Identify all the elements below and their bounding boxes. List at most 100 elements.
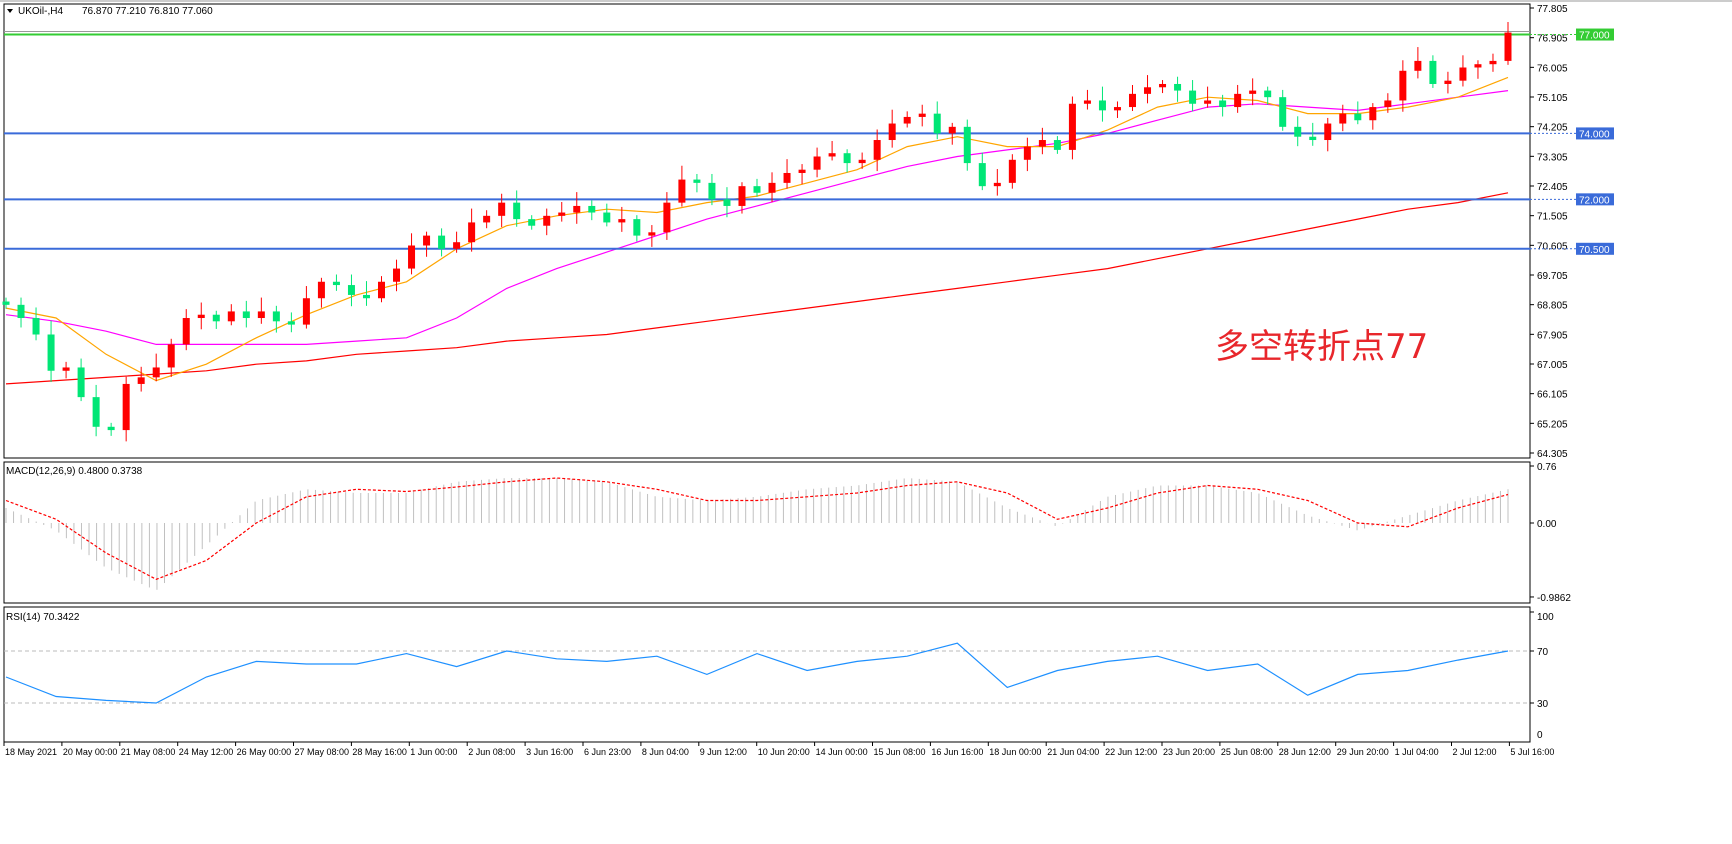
x-tick-label: 14 Jun 00:00 (816, 747, 868, 757)
y-tick-label: 77.805 (1537, 4, 1568, 15)
candle-body (1384, 100, 1392, 108)
macd-pane[interactable] (5, 477, 1509, 590)
candle-body (152, 367, 160, 378)
rsi-y-tick-label: 30 (1537, 699, 1549, 710)
candle-body (92, 397, 100, 427)
candle-body (47, 334, 55, 371)
candle-body (1159, 83, 1167, 88)
level-tag-label: 74.000 (1579, 129, 1610, 140)
candle-body (693, 179, 701, 183)
x-tick-label: 28 Jun 12:00 (1279, 747, 1331, 757)
rsi-pane[interactable] (4, 642, 1530, 704)
y-tick-label: 65.205 (1537, 419, 1568, 430)
triangle-down-icon[interactable] (7, 9, 13, 13)
candle-body (62, 367, 70, 371)
symbol-label: UKOil-,H4 (18, 6, 63, 17)
candle-body (528, 219, 536, 226)
y-tick-label: 64.305 (1537, 449, 1568, 460)
candle-body (137, 377, 145, 384)
candle-body (783, 172, 791, 183)
candle-body (1324, 123, 1332, 141)
candle-body (317, 281, 325, 299)
level-tag-70.500 (1576, 242, 1614, 255)
level-tag-label: 77.000 (1579, 31, 1610, 42)
candle-body (1399, 70, 1407, 101)
annotation-text: 多空转折点77 (1215, 327, 1428, 367)
candle-body (603, 212, 611, 223)
candle-body (468, 222, 476, 243)
y-tick-label: 68.805 (1537, 301, 1568, 312)
candle-body (272, 311, 280, 322)
x-tick-label: 18 Jun 00:00 (989, 747, 1041, 757)
x-tick-label: 24 May 12:00 (179, 747, 234, 757)
candle-body (408, 245, 416, 269)
x-tick-label: 2 Jul 12:00 (1453, 747, 1497, 757)
y-tick-label: 67.905 (1537, 330, 1568, 341)
macd-y-tick-label: 0.00 (1537, 519, 1557, 530)
candle-body (543, 215, 551, 226)
candle-body (1339, 113, 1347, 124)
candle-body (423, 235, 431, 246)
candle-body (663, 202, 671, 233)
candle-body (1219, 100, 1227, 108)
candle-body (32, 318, 40, 335)
candle-body (1264, 90, 1272, 98)
ma-mid-line (5, 90, 1509, 345)
candle-body (287, 321, 295, 325)
candle-body (1309, 136, 1317, 141)
x-tick-label: 8 Jun 04:00 (642, 747, 689, 757)
candle-body (963, 126, 971, 164)
rsi-y-tick-label: 0 (1537, 730, 1543, 741)
x-tick-label: 26 May 00:00 (237, 747, 292, 757)
pane-frame-0 (3, 3, 1531, 459)
candle-body (978, 163, 986, 187)
candle-body (873, 140, 881, 160)
candle-body (1459, 67, 1467, 81)
candle-body (888, 123, 896, 141)
x-tick-label: 1 Jun 00:00 (410, 747, 457, 757)
y-tick-label: 76.005 (1537, 63, 1568, 74)
candle-body (182, 318, 190, 345)
candle-body (1144, 87, 1152, 94)
x-tick-label: 29 Jun 20:00 (1337, 747, 1389, 757)
ohlc-readout: 76.870 77.210 76.810 77.060 (82, 6, 213, 17)
candle-body (122, 383, 130, 431)
candle-body (633, 219, 641, 236)
y-tick-label: 74.205 (1537, 123, 1568, 134)
x-tick-label: 3 Jun 16:00 (526, 747, 573, 757)
candle-body (1504, 32, 1512, 61)
pane-frame-1 (3, 461, 1531, 604)
macd-label: MACD(12,26,9) 0.4800 0.3738 (6, 466, 143, 477)
candle-body (513, 202, 521, 220)
candle-body (618, 219, 626, 223)
candle-body (1083, 100, 1091, 104)
y-tick-label: 72.405 (1537, 182, 1568, 193)
candle-body (858, 159, 866, 164)
rsi-y-tick-label: 100 (1537, 612, 1554, 623)
candle-body (227, 311, 235, 322)
x-tick-label: 1 Jul 04:00 (1395, 747, 1439, 757)
candle-body (918, 113, 926, 117)
candle-body (332, 281, 340, 286)
candle-body (1474, 64, 1482, 68)
x-tick-label: 15 Jun 08:00 (874, 747, 926, 757)
candle-body (1354, 113, 1362, 121)
candle-body (558, 212, 566, 216)
x-tick-label: 9 Jun 12:00 (700, 747, 747, 757)
candle-body (1068, 103, 1076, 150)
x-tick-label: 10 Jun 20:00 (758, 747, 810, 757)
candle-body (993, 182, 1001, 187)
price-pane[interactable] (2, 22, 1531, 442)
candle-body (903, 116, 911, 124)
candle-body (242, 311, 250, 319)
candle-body (1444, 80, 1452, 84)
candle-body (77, 367, 85, 398)
candle-body (843, 153, 851, 164)
candle-body (738, 186, 746, 206)
candle-body (1489, 60, 1497, 65)
x-tick-label: 5 Jul 16:00 (1510, 747, 1554, 757)
level-tag-77.000 (1576, 28, 1614, 41)
x-tick-label: 22 Jun 12:00 (1105, 747, 1157, 757)
level-tag-74.000 (1576, 127, 1614, 140)
